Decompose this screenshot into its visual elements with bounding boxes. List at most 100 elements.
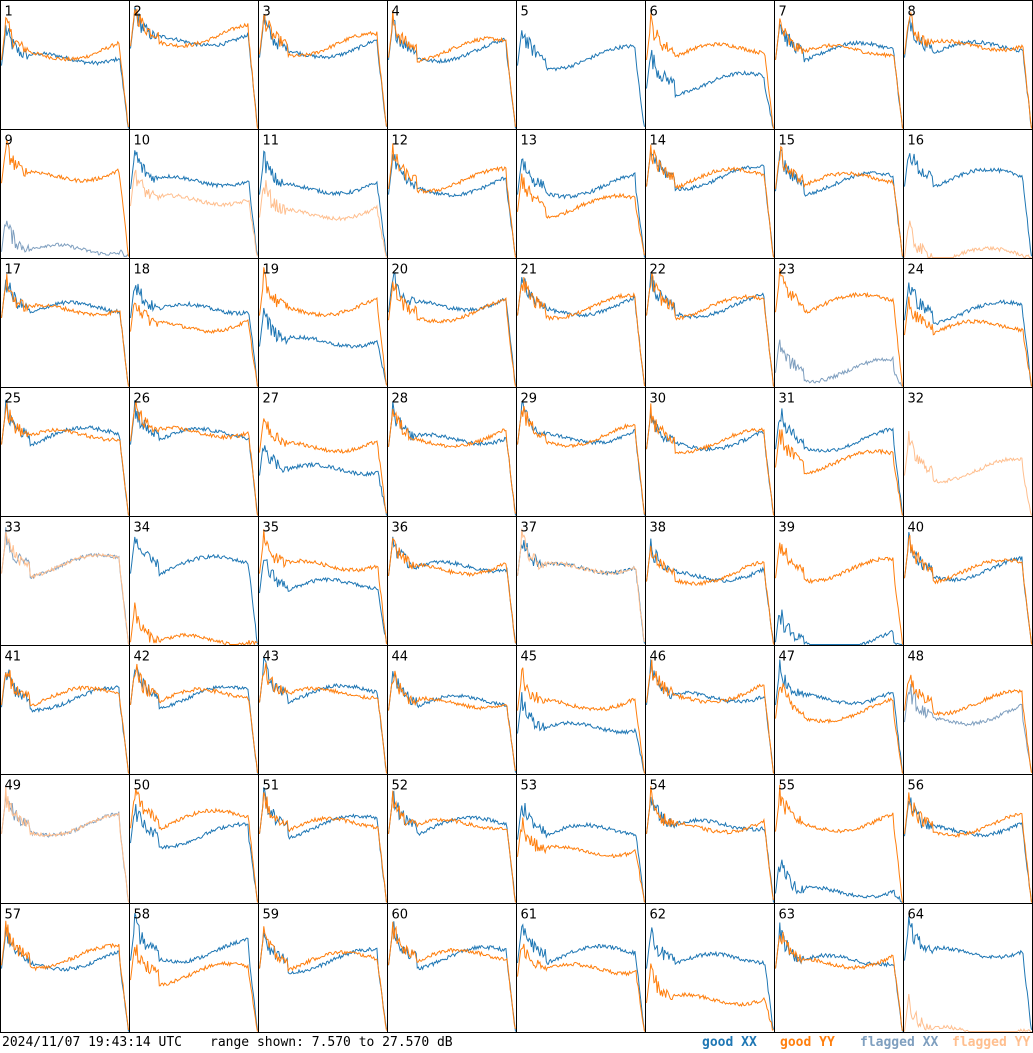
panel-frame — [516, 645, 646, 775]
series-line — [646, 538, 774, 644]
panel-frame — [516, 0, 646, 130]
panel-4: 4 — [387, 0, 517, 130]
panel-60: 60 — [387, 903, 517, 1033]
panel-frame — [129, 516, 259, 646]
panel-12: 12 — [387, 129, 517, 259]
series-line — [775, 683, 903, 774]
panel-label: 33 — [5, 521, 22, 536]
panel-34: 34 — [129, 516, 259, 646]
series-line — [775, 339, 903, 387]
series-line — [130, 150, 258, 256]
panel-48: 48 — [903, 645, 1033, 775]
panel-label: 47 — [779, 650, 796, 665]
panel-frame — [129, 258, 259, 388]
series-line — [775, 542, 903, 645]
panel-label: 34 — [134, 521, 151, 536]
series-line — [259, 662, 387, 774]
series-line — [130, 169, 258, 257]
panel-frame — [129, 387, 259, 517]
panel-frame — [516, 258, 646, 388]
panel-62: 62 — [645, 903, 775, 1033]
panel-label: 60 — [392, 908, 409, 923]
panel-frame — [774, 774, 904, 904]
panel-frame — [129, 645, 259, 775]
series-line — [904, 994, 1032, 1033]
series-line — [517, 803, 645, 903]
panel-26: 26 — [129, 387, 259, 517]
panel-frame — [774, 258, 904, 388]
series-line — [1, 926, 129, 1032]
series-line — [130, 663, 258, 774]
panel-53: 53 — [516, 774, 646, 904]
series-line — [517, 528, 645, 643]
panel-frame — [774, 516, 904, 646]
series-line — [388, 537, 516, 644]
series-line — [775, 859, 903, 903]
panel-49: 49 — [0, 774, 130, 904]
panel-label: 14 — [650, 134, 667, 149]
series-line — [775, 922, 903, 1032]
series-line — [775, 145, 903, 257]
panel-label: 32 — [908, 392, 925, 407]
series-line — [1, 531, 129, 645]
panel-frame — [516, 387, 646, 517]
panel-38: 38 — [645, 516, 775, 646]
series-line — [775, 148, 903, 258]
panel-label: 38 — [650, 521, 667, 536]
panel-label: 6 — [650, 5, 658, 20]
panel-15: 15 — [774, 129, 904, 259]
panel-label: 8 — [908, 5, 916, 20]
panel-6: 6 — [645, 0, 775, 130]
panel-23: 23 — [774, 258, 904, 388]
panel-label: 16 — [908, 134, 925, 149]
panel-frame — [645, 645, 775, 775]
panel-label: 61 — [521, 908, 538, 923]
panel-frame — [645, 387, 775, 517]
panel-frame — [903, 774, 1033, 904]
panel-label: 10 — [134, 134, 151, 149]
panel-8: 8 — [903, 0, 1033, 130]
panel-label: 25 — [5, 392, 22, 407]
panel-label: 53 — [521, 779, 538, 794]
panel-frame — [387, 903, 517, 1033]
panel-label: 12 — [392, 134, 409, 149]
panel-frame — [0, 645, 130, 775]
series-line — [517, 943, 645, 1032]
panel-label: 62 — [650, 908, 667, 923]
panel-9: 9 — [0, 129, 130, 259]
series-line — [775, 784, 903, 903]
series-line — [259, 307, 387, 385]
series-line — [259, 529, 387, 645]
series-line — [904, 674, 1032, 773]
series-line — [388, 281, 516, 387]
series-line — [775, 429, 903, 516]
series-line — [646, 658, 774, 774]
panel-label: 31 — [779, 392, 796, 407]
panel-46: 46 — [645, 645, 775, 775]
panel-label: 22 — [650, 263, 667, 278]
series-line — [388, 921, 516, 1032]
panel-frame — [258, 774, 388, 904]
panel-label: 4 — [392, 5, 400, 20]
series-line — [646, 659, 774, 774]
series-line — [904, 430, 1032, 516]
panel-frame — [258, 645, 388, 775]
panel-label: 3 — [263, 5, 271, 20]
panel-41: 41 — [0, 645, 130, 775]
series-line — [904, 916, 1032, 1030]
series-line — [517, 923, 645, 1031]
series-line — [646, 545, 774, 645]
panel-47: 47 — [774, 645, 904, 775]
panel-1: 1 — [0, 0, 130, 130]
series-line — [904, 535, 1032, 645]
series-line — [1, 220, 129, 258]
series-line — [259, 787, 387, 903]
panel-21: 21 — [516, 258, 646, 388]
panel-label: 40 — [908, 521, 925, 536]
panel-label: 18 — [134, 263, 151, 278]
panel-frame — [258, 129, 388, 259]
panel-42: 42 — [129, 645, 259, 775]
series-line — [130, 602, 258, 646]
panel-label: 23 — [779, 263, 796, 278]
panel-label: 45 — [521, 650, 538, 665]
